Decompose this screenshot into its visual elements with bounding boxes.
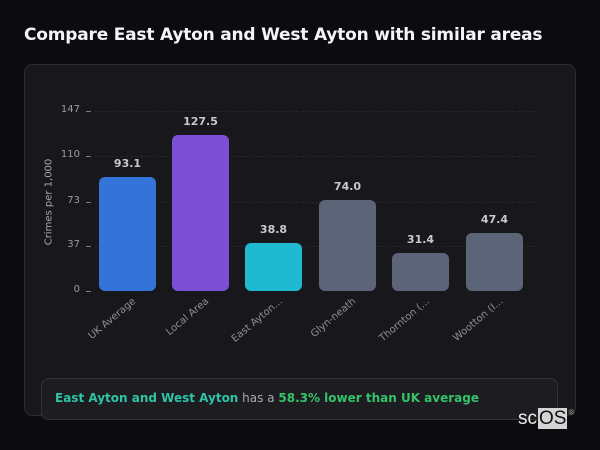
logo-sc: sc (518, 408, 537, 429)
x-tick-label: Wootton (I... (451, 296, 506, 344)
x-tick-label: East Ayton... (229, 296, 285, 345)
y-tick-mark (86, 201, 91, 203)
x-tick-label: Thornton (... (377, 296, 432, 345)
gridline (95, 201, 535, 203)
y-tick-label: 110 (60, 149, 80, 161)
page-title: Compare East Ayton and West Ayton with s… (24, 25, 543, 45)
bar-value-label: 31.4 (406, 232, 435, 246)
summary-connector: has a (238, 391, 279, 405)
y-tick-label: 0 (73, 284, 80, 295)
bar-local-area[interactable] (172, 134, 229, 291)
gridline (95, 156, 535, 158)
bar-value-label: 38.8 (259, 223, 288, 237)
y-tick-mark (86, 111, 91, 112)
bar-value-label: 93.1 (113, 157, 142, 170)
x-tick-label: Local Area (164, 296, 212, 338)
y-tick-label: 37 (67, 238, 80, 250)
y-tick-mark (86, 156, 91, 158)
summary-statistic: 58.3% lower than UK average (278, 391, 479, 405)
bar-value-label: 47.4 (480, 212, 509, 226)
x-tick-label: UK Average (86, 296, 139, 342)
registered-mark: ® (568, 408, 575, 417)
y-tick-label: 73 (67, 194, 80, 206)
bar-value-label: 127.5 (183, 114, 218, 128)
bar-wootton-i[interactable] (466, 232, 523, 291)
bar-east-ayton[interactable] (245, 243, 302, 291)
summary-area-name: East Ayton and West Ayton (55, 391, 239, 405)
y-tick-label: 147 (60, 104, 80, 115)
scos-logo: sc OS ® (517, 408, 574, 429)
summary-box: East Ayton and West Ayton has a 58.3% lo… (41, 378, 558, 420)
bar-glyn-neath[interactable] (319, 200, 376, 291)
bar-thornton[interactable] (392, 252, 449, 291)
y-tick-mark (86, 291, 91, 292)
bar-uk-average[interactable] (99, 177, 156, 291)
x-tick-label: Glyn-neath (309, 296, 359, 340)
y-tick-mark (86, 245, 91, 247)
gridline (95, 111, 535, 112)
bar-value-label: 74.0 (333, 180, 362, 194)
logo-os: OS (538, 408, 568, 429)
gridline (95, 245, 535, 247)
